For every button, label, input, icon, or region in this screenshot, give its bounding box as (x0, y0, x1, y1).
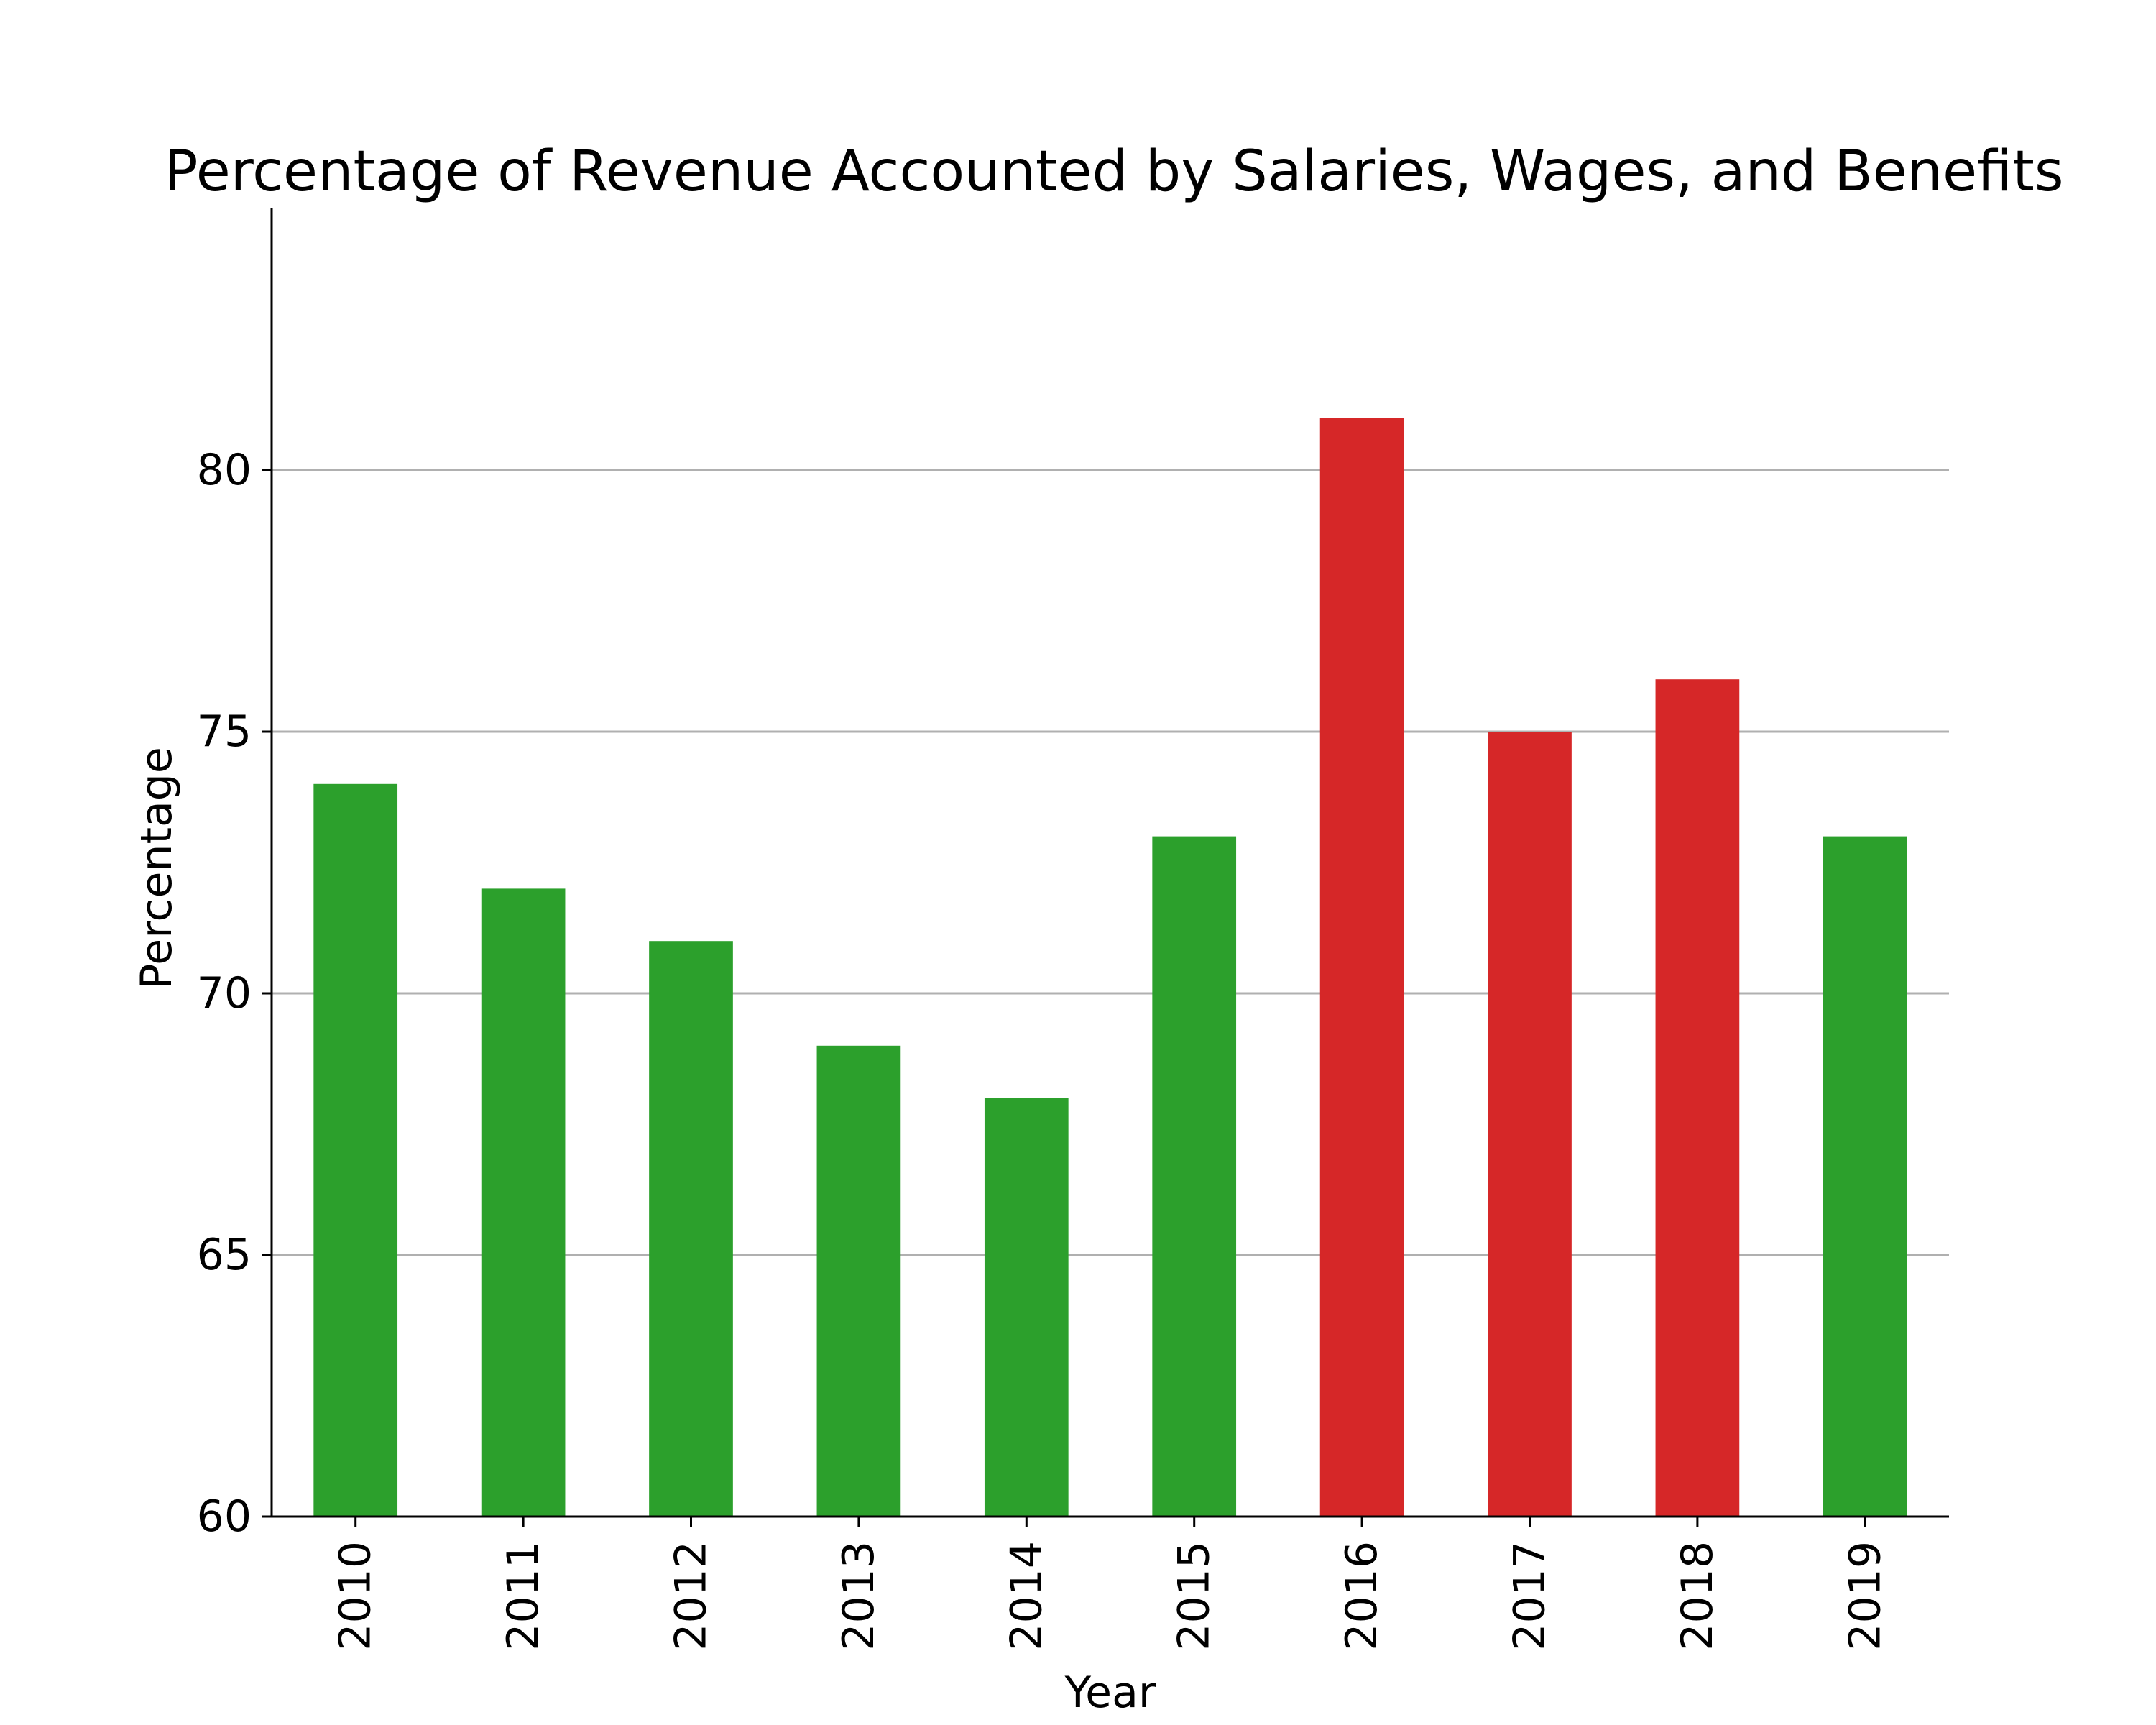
x-tick-label-2019: 2019 (1840, 1541, 1890, 1651)
bar-2015 (1152, 836, 1237, 1517)
y-axis-label: Percentage (132, 747, 182, 990)
bar-2011 (481, 888, 566, 1517)
bar-2012 (649, 941, 733, 1517)
chart-title: Percentage of Revenue Accounted by Salar… (165, 139, 2064, 204)
y-tick-label-80: 80 (197, 445, 252, 495)
bars-layer (313, 418, 1907, 1517)
y-tick-label-75: 75 (197, 707, 252, 757)
bar-2010 (313, 783, 398, 1517)
bar-2017 (1488, 732, 1572, 1517)
y-tick-label-65: 65 (197, 1230, 252, 1280)
bar-2016 (1319, 418, 1404, 1517)
x-tick-label-2010: 2010 (331, 1541, 381, 1651)
x-tick-label-2018: 2018 (1672, 1541, 1723, 1651)
axes-layer (270, 208, 1949, 1518)
ticks-layer: 2010 2011 2012 2013 2014 2015 2016 2017 2018 2019… (197, 445, 1891, 1651)
x-tick-label-2011: 2011 (498, 1541, 548, 1651)
bar-2018 (1655, 679, 1740, 1517)
x-tick-label-2014: 2014 (1001, 1541, 1051, 1651)
x-tick-label-2017: 2017 (1505, 1541, 1555, 1651)
y-tick-label-70: 70 (197, 968, 252, 1018)
y-tick-label-60: 60 (197, 1491, 252, 1542)
x-tick-label-2013: 2013 (834, 1541, 884, 1651)
bar-2019 (1823, 836, 1907, 1517)
bar-2014 (984, 1098, 1069, 1517)
x-tick-label-2016: 2016 (1337, 1541, 1387, 1651)
x-axis-label: Year (1064, 1668, 1156, 1718)
x-tick-label-2015: 2015 (1169, 1541, 1220, 1651)
bar-2013 (816, 1045, 901, 1517)
x-tick-label-2012: 2012 (666, 1541, 717, 1651)
